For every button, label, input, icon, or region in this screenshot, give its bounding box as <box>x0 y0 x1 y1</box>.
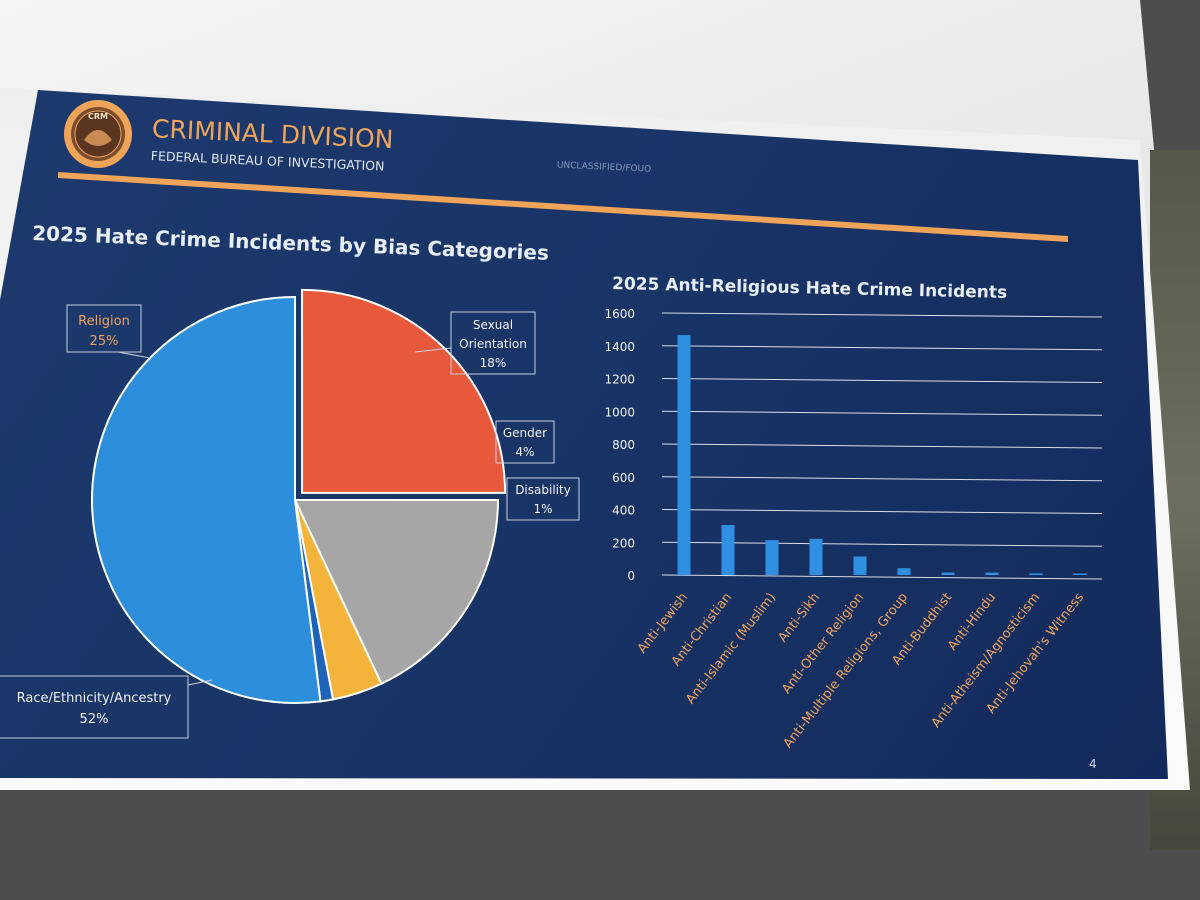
gridline <box>661 345 1103 351</box>
y-tick-label: 0 <box>627 569 635 583</box>
bar-chart: 2025 Anti-Religious Hate Crime Incidents… <box>604 274 1103 751</box>
bar-grid <box>661 312 1103 580</box>
gridline <box>661 312 1103 318</box>
gridline <box>661 476 1103 482</box>
slice-label-sexual-line1: Sexual <box>473 318 513 332</box>
gridline <box>661 574 1103 580</box>
gender-label-box <box>495 420 555 464</box>
disability-label-box <box>506 477 580 521</box>
bar-anti-atheism-agnosticism <box>1029 573 1043 575</box>
y-axis-ticks: 0 200 400 600 800 1000 1200 1400 1600 <box>604 307 635 583</box>
slice-percent-gender: 4% <box>515 445 534 459</box>
classification-marking: UNCLASSIFIED/FOUO <box>557 160 652 174</box>
y-tick-label: 200 <box>612 536 635 550</box>
x-tick-label: Anti-Other Religion <box>779 590 867 697</box>
bar-anti-multiple-religions-group <box>897 568 911 575</box>
slice-percent-religion: 25% <box>90 334 119 349</box>
y-tick-label: 1000 <box>604 405 635 419</box>
eagle-icon <box>84 130 112 146</box>
slice-label-race: Race/Ethnicity/Ancestry <box>17 691 172 706</box>
y-tick-label: 800 <box>612 438 635 452</box>
logo-text: CRM <box>88 112 108 121</box>
y-tick-label: 400 <box>612 504 635 518</box>
y-tick-label: 1200 <box>604 373 635 387</box>
pie-slice-race-ethnicity-ancestry <box>91 295 322 704</box>
bar-anti-jehovah-s-witness <box>1073 573 1087 575</box>
bars <box>677 335 1087 575</box>
bar-anti-islamic-muslim <box>765 540 779 575</box>
slice-percent-sexual-orientation: 18% <box>480 356 507 370</box>
pie-slice-religion <box>301 288 507 494</box>
slice-label-religion: Religion <box>78 314 130 329</box>
x-tick-label: Anti-Islamic (Muslim) <box>683 590 779 707</box>
slice-percent-race: 52% <box>80 712 109 727</box>
pie-slice-sexual-orientation <box>293 499 500 686</box>
leader-line-race <box>187 679 213 686</box>
bar-chart-title: 2025 Anti-Religious Hate Crime Incidents <box>612 274 1007 303</box>
race-label-box <box>0 675 189 739</box>
bar-anti-hindu <box>985 572 999 575</box>
x-tick-label: Anti-Sikh <box>776 590 824 645</box>
bar-anti-jewish <box>677 335 691 575</box>
y-tick-label: 1400 <box>604 340 635 354</box>
pie-chart-title: 2025 Hate Crime Incidents by Bias Catego… <box>32 221 550 265</box>
slice-label-disability: Disability <box>515 483 571 497</box>
leader-line-sexual-orientation <box>414 347 452 353</box>
y-tick-label: 600 <box>612 471 635 485</box>
page-number: 4 <box>1089 757 1097 771</box>
leader-line-religion <box>117 351 151 359</box>
sexual-orientation-label-box <box>450 311 536 375</box>
gridline <box>661 443 1103 449</box>
gridline <box>661 410 1103 416</box>
y-tick-label: 1600 <box>604 307 635 321</box>
pie-chart: 2025 Hate Crime Incidents by Bias Catego… <box>0 221 580 739</box>
gridline <box>661 378 1103 383</box>
slice-percent-disability: 1% <box>533 502 552 516</box>
gridline <box>661 509 1103 514</box>
religion-label-box <box>66 304 142 353</box>
logo: CRM <box>64 100 132 168</box>
bar-anti-buddhist <box>941 572 955 575</box>
division-title: CRIMINAL DIVISION <box>151 114 394 154</box>
bar-anti-christian <box>721 525 735 575</box>
bar-anti-other-religion <box>853 556 867 575</box>
bar-anti-sikh <box>809 538 823 575</box>
slice-label-sexual-line2: Orientation <box>459 337 527 351</box>
pie-slices <box>91 288 507 704</box>
gridline <box>661 541 1103 547</box>
slice-label-gender: Gender <box>503 426 547 440</box>
